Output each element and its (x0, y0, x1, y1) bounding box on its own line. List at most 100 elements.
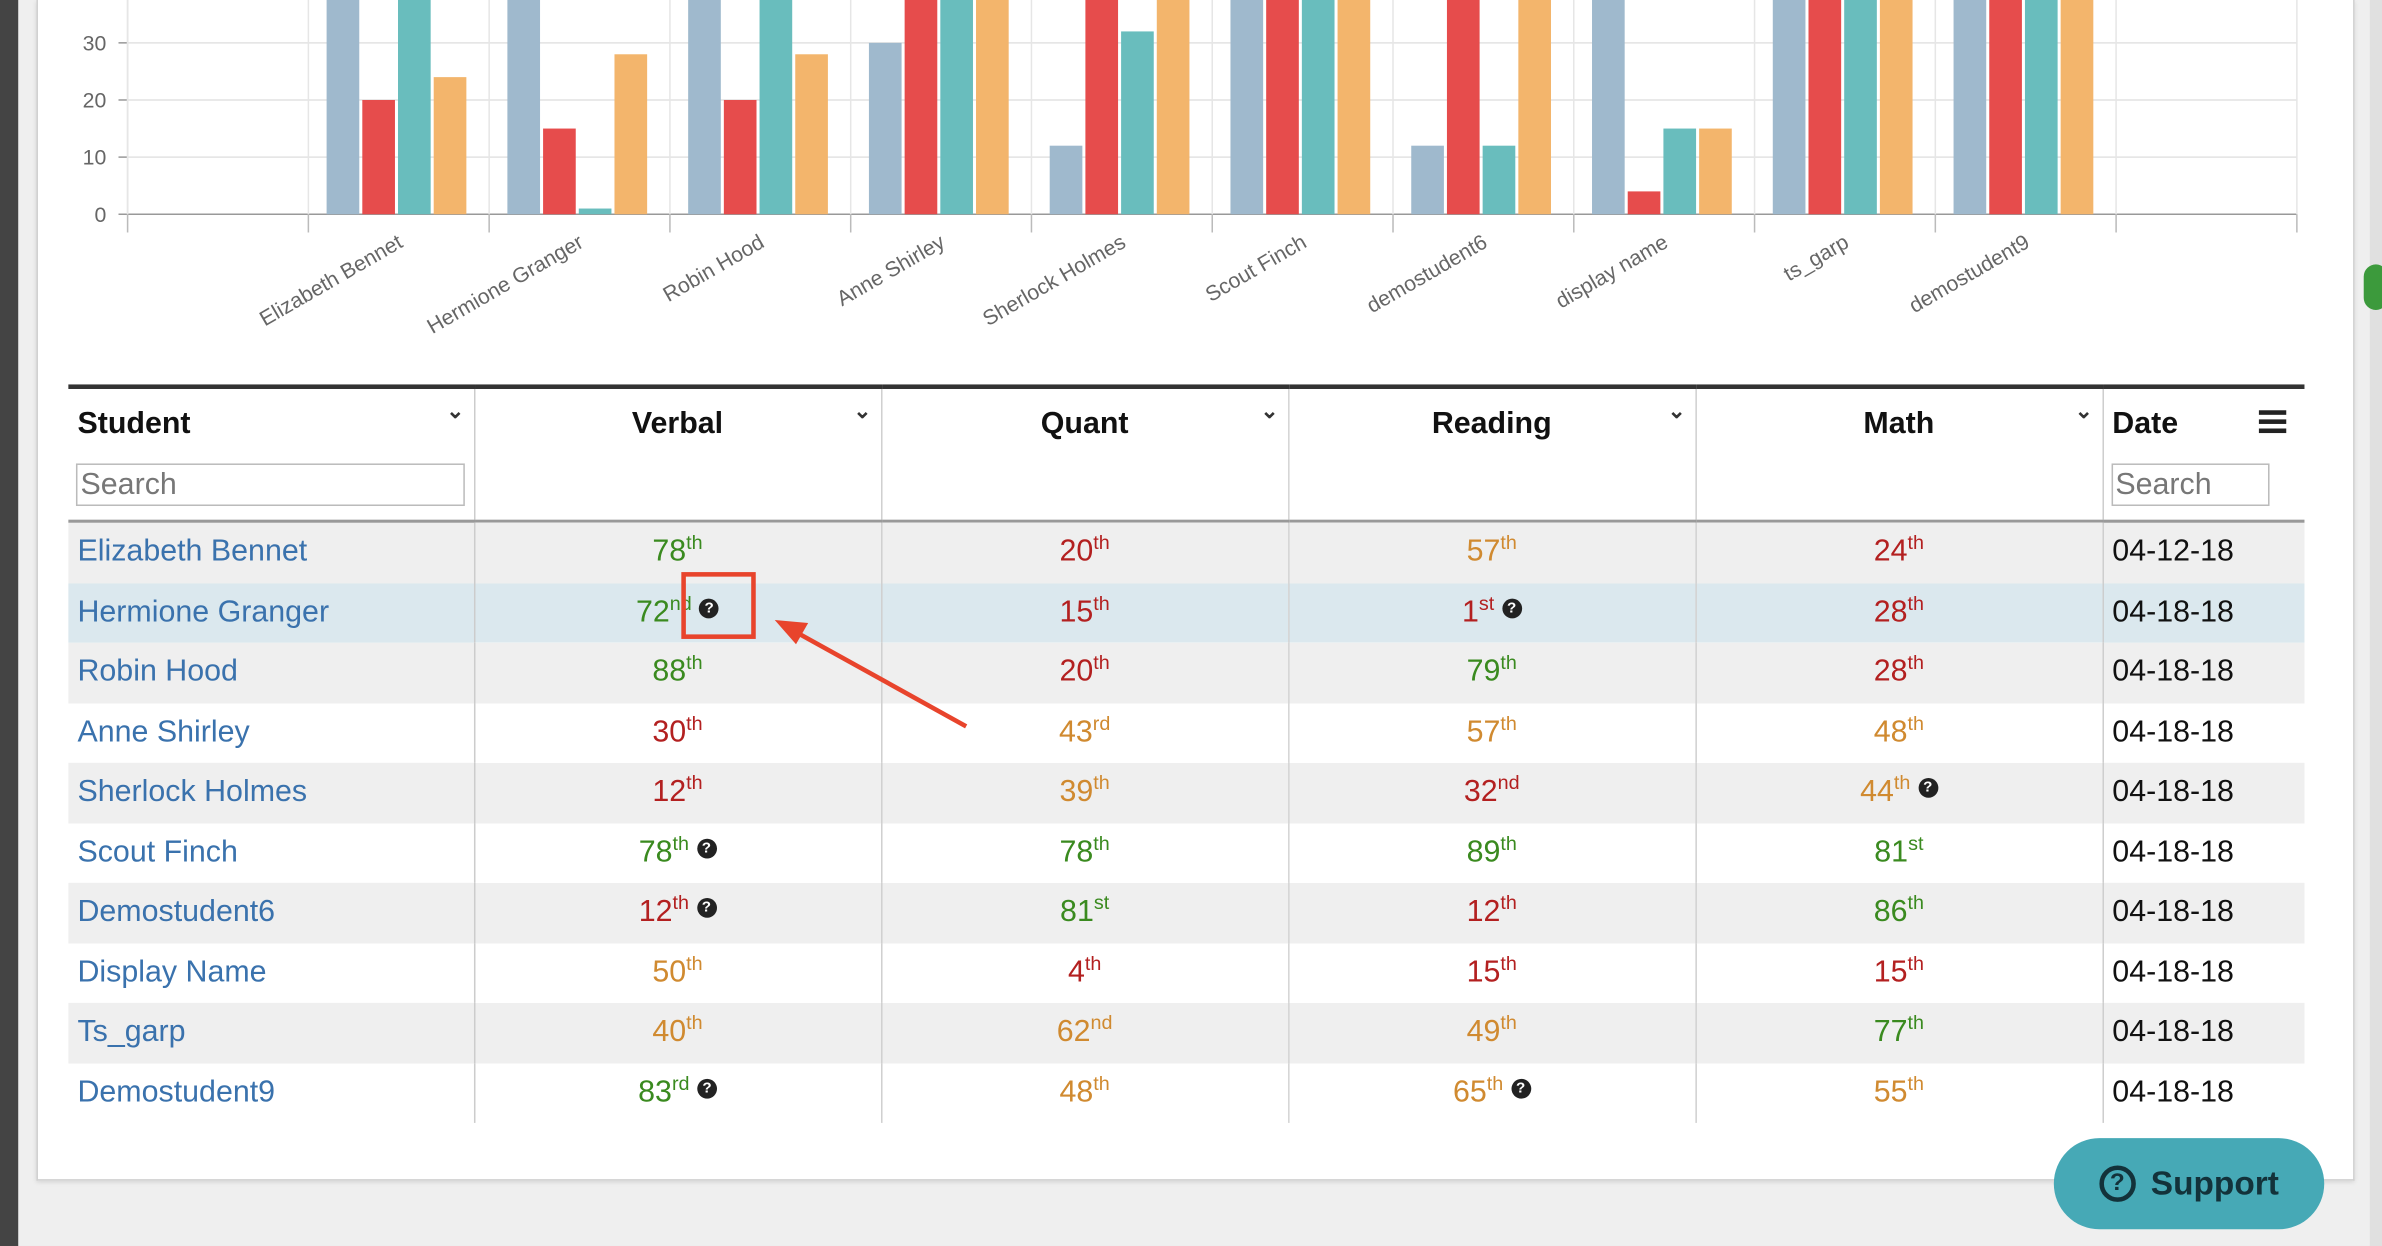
table-row[interactable]: Ts_garp 40th 62nd 49th 77th 04-18-18 (68, 1002, 2305, 1063)
bar[interactable] (795, 54, 828, 215)
bar[interactable] (868, 42, 902, 215)
student-name-link[interactable]: Elizabeth Bennet (77, 535, 308, 569)
student-cell: Demostudent6 (68, 882, 475, 943)
support-button[interactable]: ? Support (2053, 1138, 2325, 1230)
chevron-down-icon[interactable]: ⌄ (1260, 398, 1279, 423)
student-name-link[interactable]: Display Name (77, 955, 267, 989)
student-name-link[interactable]: Hermione Granger (77, 595, 330, 629)
table-row[interactable]: Display Name 50th 4th 15th 15th 04-18-18 (68, 942, 2305, 1003)
bar[interactable] (326, 0, 360, 215)
bar[interactable] (1627, 191, 1661, 215)
question-circle-icon[interactable]: ? (1917, 778, 1938, 799)
bar[interactable] (1663, 128, 1697, 215)
bar[interactable] (723, 99, 757, 215)
scrollbar-track[interactable] (2369, 0, 2382, 1246)
bar[interactable] (940, 0, 973, 215)
column-header-math[interactable]: Math ⌄ (1695, 384, 2104, 523)
bar[interactable] (362, 99, 395, 215)
bar[interactable] (759, 0, 793, 215)
bar[interactable] (1085, 0, 1119, 215)
bar[interactable] (1266, 0, 1299, 215)
bar[interactable] (976, 0, 1009, 215)
column-title-reading: Reading (1431, 407, 1552, 441)
bar[interactable] (1518, 0, 1552, 215)
table-row[interactable]: Hermione Granger 72nd? 15th 1st? 28th 04-18-1… (68, 582, 2305, 643)
bar[interactable] (904, 0, 938, 215)
bar[interactable] (1699, 128, 1732, 215)
question-circle-icon[interactable]: ? (696, 898, 717, 919)
table-row[interactable]: Demostudent9 83rd? 48th 65th? 55th 04-18-18 (68, 1062, 2305, 1123)
bar[interactable] (507, 0, 541, 215)
quant-score-cell: 39th (881, 762, 1289, 823)
percentile-value: 12th (1466, 891, 1517, 929)
column-title-student: Student (77, 407, 191, 441)
bar[interactable] (1879, 0, 1913, 215)
chevron-down-icon[interactable]: ⌄ (446, 398, 465, 423)
table-row[interactable]: Sherlock Holmes 12th 39th 32nd 44th? 04-18-18 (68, 762, 2305, 823)
question-circle-icon[interactable]: ? (1510, 1078, 1531, 1099)
quant-score-cell: 78th (881, 822, 1289, 883)
chevron-down-icon[interactable]: ⌄ (1667, 398, 1686, 423)
column-header-quant[interactable]: Quant ⌄ (881, 384, 1289, 523)
student-cell: Scout Finch (68, 822, 475, 883)
chevron-down-icon[interactable]: ⌄ (2074, 398, 2093, 423)
percentile-value: 43rd (1058, 711, 1111, 749)
percentile-value: 28th (1873, 651, 1925, 689)
student-search-input[interactable] (75, 463, 465, 506)
question-circle-icon[interactable]: ? (696, 838, 717, 859)
bar[interactable] (1844, 0, 1877, 215)
column-header-reading[interactable]: Reading ⌄ (1288, 384, 1697, 523)
bar[interactable] (1482, 145, 1516, 215)
student-name-link[interactable]: Scout Finch (77, 835, 238, 869)
bar[interactable] (1337, 0, 1371, 215)
student-name-link[interactable]: Anne Shirley (77, 715, 250, 749)
bar[interactable] (1230, 0, 1264, 215)
student-cell: Display Name (68, 942, 475, 1003)
column-header-student[interactable]: Student ⌄ (68, 384, 475, 523)
bar[interactable] (1446, 0, 1480, 215)
bar[interactable] (688, 0, 721, 215)
column-header-date[interactable]: Date (2102, 384, 2305, 523)
table-row[interactable]: Scout Finch 78th? 78th 89th 81st 04-18-18 (68, 822, 2305, 883)
student-name-link[interactable]: Robin Hood (77, 655, 238, 689)
bar[interactable] (1411, 145, 1444, 215)
bar[interactable] (1592, 0, 1625, 215)
table-row[interactable]: Elizabeth Bennet 78th 20th 57th 24th 04-12-18 (68, 521, 2305, 583)
date-search-input[interactable] (2110, 463, 2269, 506)
chevron-down-icon[interactable]: ⌄ (853, 398, 872, 423)
table-row[interactable]: Robin Hood 88th 20th 79th 28th 04-18-18 (68, 642, 2305, 703)
bar[interactable] (578, 208, 612, 215)
bar[interactable] (1156, 0, 1190, 215)
bar[interactable] (1772, 0, 1806, 215)
column-menu-icon[interactable] (2258, 410, 2287, 434)
bar[interactable] (1808, 0, 1842, 215)
column-header-verbal[interactable]: Verbal ⌄ (473, 384, 882, 523)
question-circle-icon[interactable]: ? (699, 598, 720, 619)
percentile-value: 57th (1466, 531, 1517, 569)
bar[interactable] (1953, 0, 1987, 215)
percentile-value: 20th (1059, 651, 1110, 689)
student-name-link[interactable]: Sherlock Holmes (77, 775, 308, 809)
student-name-link[interactable]: Ts_garp (77, 1015, 186, 1049)
bar[interactable] (1049, 145, 1083, 215)
table-row[interactable]: Demostudent6 12th? 81st 12th 86th 04-18-18 (68, 882, 2305, 943)
bar[interactable] (433, 77, 467, 215)
side-tab-indicator[interactable] (2363, 264, 2382, 310)
student-name-link[interactable]: Demostudent6 (77, 895, 276, 929)
bar[interactable] (1301, 0, 1335, 215)
bar[interactable] (543, 128, 576, 215)
bar[interactable] (2024, 0, 2058, 215)
question-circle-icon[interactable]: ? (697, 1078, 717, 1099)
table-row[interactable]: Anne Shirley 30th 43rd 57th 48th 04-18-18 (68, 702, 2305, 763)
student-name-link[interactable]: Demostudent9 (77, 1075, 276, 1109)
reading-score-cell: 89th (1288, 822, 1697, 883)
bar[interactable] (614, 54, 648, 215)
percentile-value: 83rd (638, 1071, 690, 1109)
question-circle-icon[interactable]: ? (1501, 598, 1522, 619)
date-cell: 04-18-18 (2102, 762, 2305, 823)
bar[interactable] (1121, 31, 1154, 215)
bar[interactable] (398, 0, 431, 215)
date-cell: 04-18-18 (2102, 702, 2305, 763)
bar[interactable] (2060, 0, 2094, 215)
bar[interactable] (1989, 0, 2022, 215)
